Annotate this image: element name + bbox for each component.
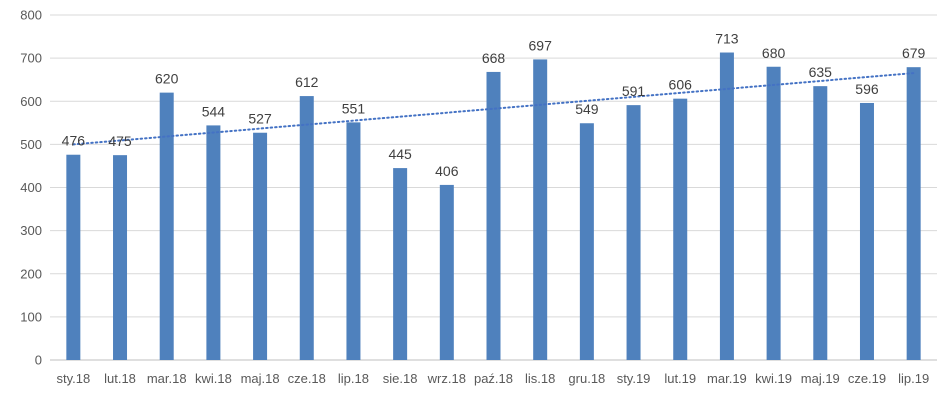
bar <box>626 105 641 360</box>
bar <box>299 96 314 360</box>
x-tick-label: mar.18 <box>147 371 187 386</box>
bar <box>766 66 781 360</box>
data-label: 679 <box>902 45 926 61</box>
bar <box>859 102 874 360</box>
bar <box>253 132 268 360</box>
data-label: 549 <box>575 101 599 117</box>
x-tick-label: sie.18 <box>383 371 418 386</box>
data-label: 668 <box>482 50 506 66</box>
y-tick-label: 300 <box>20 223 42 238</box>
data-label: 544 <box>202 103 226 119</box>
bars <box>66 52 921 361</box>
y-tick-label: 600 <box>20 94 42 109</box>
x-tick-label: wrz.18 <box>427 371 466 386</box>
x-tick-label: maj.18 <box>241 371 280 386</box>
y-tick-label: 400 <box>20 180 42 195</box>
x-tick-label: sty.19 <box>617 371 651 386</box>
data-label: 612 <box>295 74 319 90</box>
x-tick-label: lip.18 <box>338 371 369 386</box>
data-labels: 476 475 620 544 527 612 551 445 406 668 697 549 591 6… <box>62 31 926 179</box>
x-tick-label: lip.19 <box>898 371 929 386</box>
bar <box>673 98 688 360</box>
data-label: 606 <box>669 77 693 93</box>
data-label: 620 <box>155 71 179 87</box>
trendline-group <box>72 72 915 146</box>
bar <box>113 155 128 360</box>
x-tick-label: mar.19 <box>707 371 747 386</box>
x-tick-label: gru.18 <box>568 371 605 386</box>
bar <box>66 154 81 360</box>
y-tick-label: 100 <box>20 309 42 324</box>
bar <box>346 122 361 360</box>
bar <box>439 184 454 360</box>
data-label: 596 <box>855 81 879 97</box>
x-tick-label: paź.18 <box>474 371 513 386</box>
data-label: 406 <box>435 163 459 179</box>
data-label: 551 <box>342 100 366 116</box>
data-label: 476 <box>62 133 86 149</box>
bar <box>393 168 408 360</box>
trendline <box>72 72 915 146</box>
data-label: 680 <box>762 45 786 61</box>
y-tick-label: 800 <box>20 8 42 23</box>
bar <box>906 67 921 361</box>
x-tick-label: maj.19 <box>801 371 840 386</box>
y-tick-label: 700 <box>20 51 42 66</box>
y-tick-label: 500 <box>20 137 42 152</box>
y-tick-label: 0 <box>35 353 42 368</box>
data-label: 475 <box>108 133 132 149</box>
data-label: 445 <box>388 146 412 162</box>
bar <box>206 125 221 361</box>
data-label: 527 <box>248 111 272 127</box>
bar <box>533 59 548 360</box>
data-label: 697 <box>529 37 553 53</box>
bar <box>579 123 594 361</box>
bar <box>813 86 828 360</box>
x-tick-label: lut.19 <box>664 371 696 386</box>
x-tick-label: lut.18 <box>104 371 136 386</box>
x-tick-label: sty.18 <box>56 371 90 386</box>
y-tick-label: 200 <box>20 266 42 281</box>
data-label: 591 <box>622 83 646 99</box>
bar <box>486 71 501 361</box>
data-label: 713 <box>715 31 739 47</box>
y-axis-ticks: 0 100 200 300 400 500 600 700 800 <box>20 8 42 368</box>
data-label: 635 <box>809 64 833 80</box>
bar <box>159 92 174 360</box>
x-axis-ticks: sty.18 lut.18 mar.18 kwi.18 maj.18 cze.18 lip.… <box>56 371 929 386</box>
x-tick-label: cze.19 <box>848 371 886 386</box>
x-tick-label: cze.18 <box>288 371 326 386</box>
bar <box>719 52 734 361</box>
x-tick-label: lis.18 <box>525 371 555 386</box>
x-tick-label: kwi.18 <box>195 371 232 386</box>
x-tick-label: kwi.19 <box>755 371 792 386</box>
